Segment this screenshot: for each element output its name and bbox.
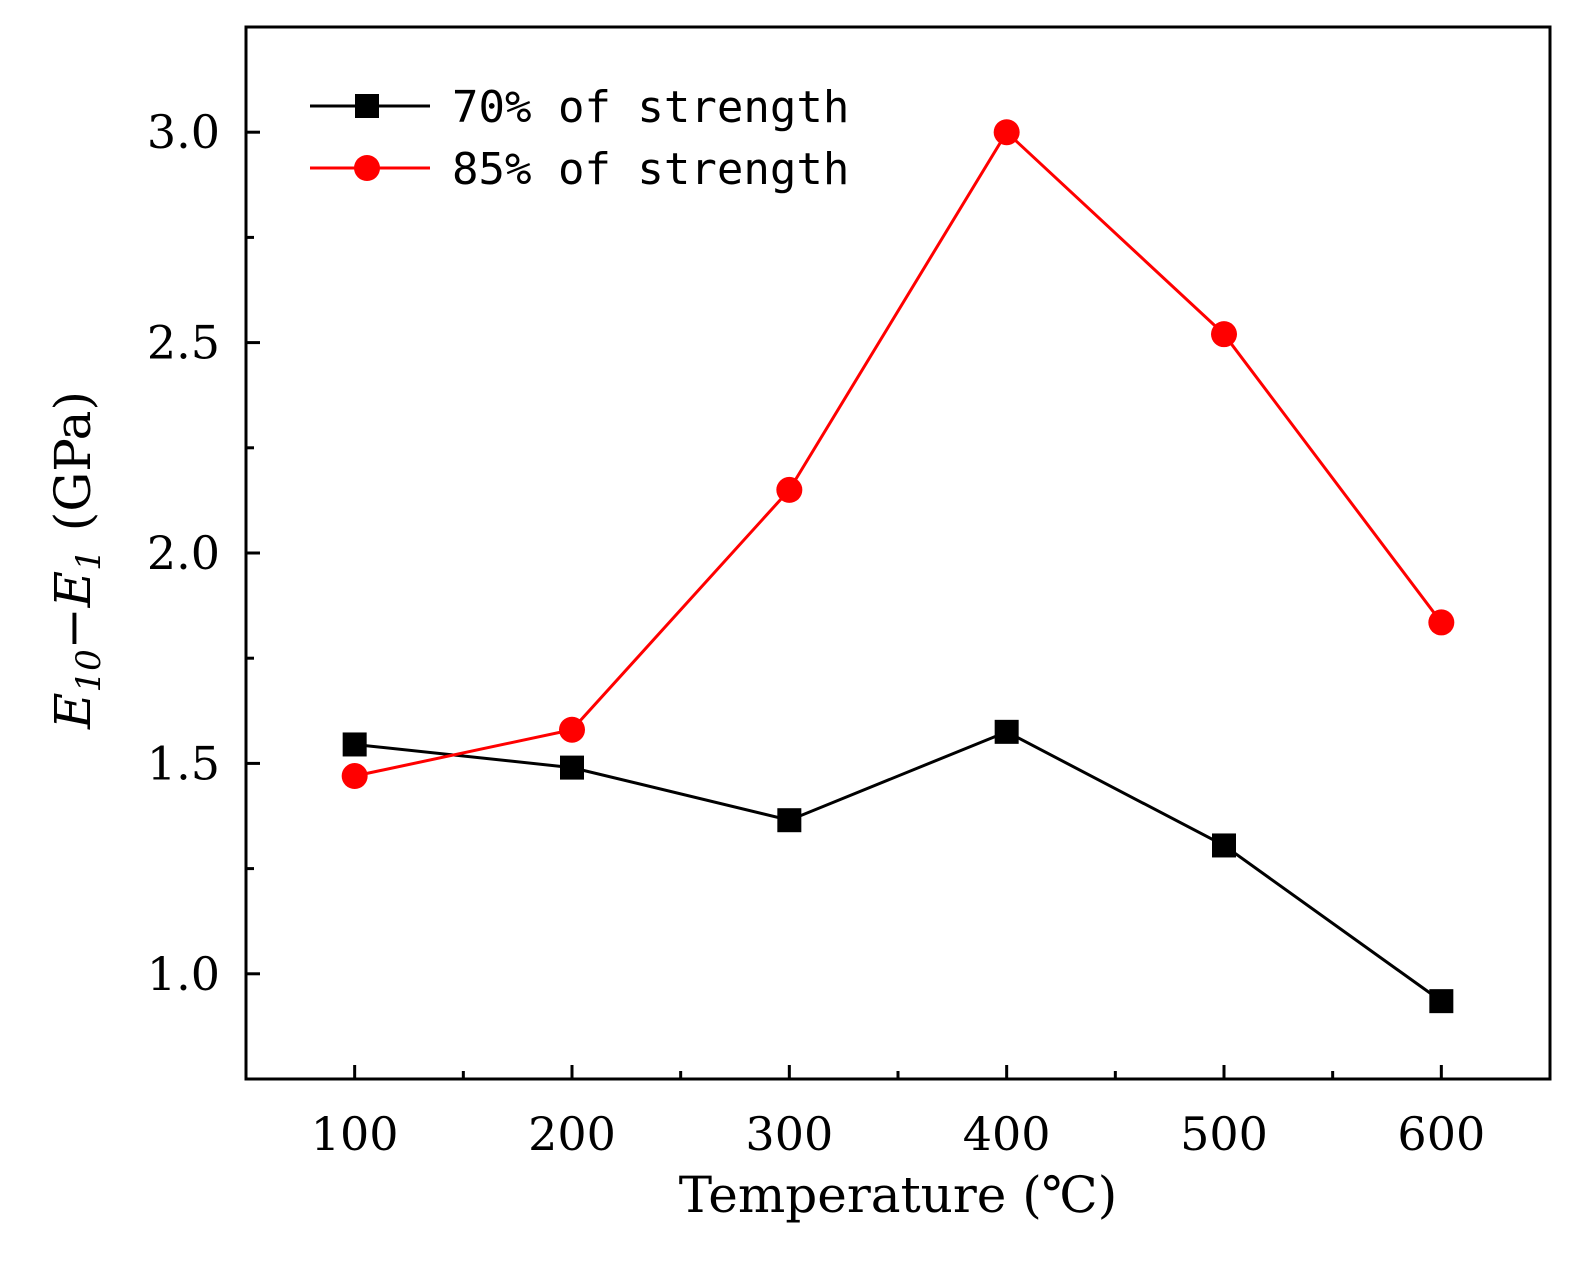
series-line-1	[354, 129, 1443, 778]
data-point-circle	[1428, 609, 1455, 636]
x-tick-label: 300	[745, 1107, 833, 1161]
y-title-e10: E	[44, 692, 102, 730]
y-tick-label: 2.5	[147, 316, 220, 370]
y-title-sub10: 10	[69, 649, 109, 692]
series-line-0	[354, 730, 1443, 1003]
x-axis-title: Temperature (℃)	[679, 1166, 1117, 1224]
x-axis-ticks: 100 200 300 400 500 600	[311, 1065, 1485, 1161]
x-tick-label: 500	[1180, 1107, 1268, 1161]
y-title-e1: E	[44, 571, 102, 609]
legend-label-85: 85% of strength	[452, 144, 849, 195]
y-title-sub1: 1	[69, 549, 109, 571]
x-tick-label: 100	[311, 1107, 399, 1161]
y-axis-ticks: 1.0 1.5 2.0 2.5 3.0	[147, 25, 260, 1081]
legend-marker-square	[355, 94, 379, 118]
legend: 70% of strength 85% of strength	[310, 82, 849, 195]
x-tick-label: 400	[963, 1107, 1051, 1161]
data-point-circle	[993, 119, 1020, 146]
data-point-circle	[1211, 321, 1237, 348]
legend-label-70: 70% of strength	[452, 82, 849, 133]
y-tick-label: 3.0	[147, 105, 220, 159]
data-point-circle	[776, 476, 803, 503]
data-point-square	[342, 732, 367, 757]
y-title-unit: (GPa)	[44, 391, 102, 531]
svg-text:E10−E1(GPa): E10−E1(GPa)	[44, 391, 109, 730]
x-tick-label: 600	[1397, 1107, 1485, 1161]
y-tick-label: 1.0	[147, 947, 220, 1001]
data-point-circle	[341, 763, 368, 790]
data-point-square	[560, 755, 584, 780]
y-tick-label: 1.5	[147, 736, 220, 790]
data-point-square	[1429, 989, 1454, 1014]
legend-marker-circle	[354, 155, 380, 181]
y-tick-label: 2.0	[147, 526, 220, 580]
x-tick-label: 200	[528, 1107, 616, 1161]
series-layer	[341, 119, 1455, 1014]
y-title-dash: −	[44, 607, 102, 649]
data-point-square	[994, 719, 1019, 744]
y-axis-title: E10−E1(GPa)	[44, 391, 109, 730]
data-point-square	[777, 808, 802, 833]
plot-frame	[244, 25, 1552, 1081]
data-point-square	[1212, 833, 1236, 858]
data-point-circle	[559, 716, 585, 743]
